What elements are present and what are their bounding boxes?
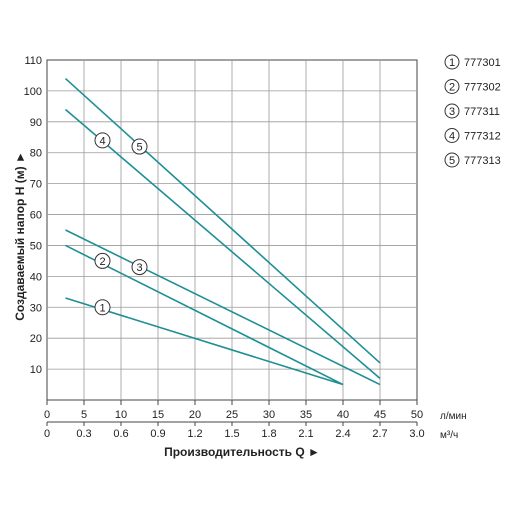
x-tick-label: 45: [374, 409, 386, 421]
series-line-777311: [65, 229, 381, 386]
y-tick-label: 10: [30, 364, 42, 376]
y-tick-label: 80: [30, 148, 42, 160]
x-tick-label: 25: [226, 409, 238, 421]
y-axis-label: Создаваемый напор H (м) ►: [13, 151, 27, 321]
legend-marker-number: 5: [449, 155, 455, 167]
y-tick-label: 40: [30, 271, 42, 283]
y-tick-label: 20: [30, 333, 42, 345]
legend-marker-number: 1: [449, 57, 455, 69]
y-tick-label: 70: [30, 179, 42, 191]
series-marker-label: 2: [99, 256, 105, 268]
x-tick-label: 40: [337, 409, 349, 421]
legend-entry-label: 777313: [464, 155, 501, 167]
axes: 0050.3100.6150.9201.2251.5301.8352.1402.…: [24, 55, 425, 440]
series-line-777302: [65, 244, 344, 386]
legend-marker-number: 3: [449, 106, 455, 118]
series-marker-circle: [94, 252, 111, 269]
series-marker-circle: [94, 299, 111, 316]
y-tick-label: 100: [24, 86, 42, 98]
legend-entry-label: 777302: [464, 82, 501, 94]
y-tick-label: 110: [24, 55, 42, 67]
legend-marker-number: 4: [449, 131, 455, 143]
series: 1 2 3 4 5: [64, 77, 381, 386]
series-marker-circle: [131, 259, 148, 276]
series-marker-label: 3: [136, 262, 142, 274]
x2-tick-label: 0.6: [113, 428, 128, 440]
y-tick-label: 90: [30, 117, 42, 129]
x-axis-label: Производительность Q ►: [164, 445, 320, 459]
x2-tick-label: 2.1: [298, 428, 313, 440]
x2-tick-label: 0.3: [76, 428, 91, 440]
y-tick-label: 30: [30, 302, 42, 314]
x2-tick-label: 1.8: [261, 428, 276, 440]
x-unit-secondary: м³/ч: [440, 430, 458, 441]
series-marker-circle: [131, 138, 148, 155]
legend-marker: [444, 54, 460, 70]
legend-entry-label: 777311: [464, 106, 500, 118]
legend: 1 777301 2 777302 3 777311 4 777312 5 777313: [444, 54, 501, 168]
legend-entry-label: 777312: [464, 131, 501, 143]
x2-tick-label: 1.5: [224, 428, 239, 440]
x-tick-label: 35: [300, 409, 312, 421]
series-line-777301: [65, 297, 344, 386]
legend-marker: [444, 128, 460, 143]
legend-marker: [444, 79, 460, 94]
x-tick-label: 20: [189, 409, 201, 421]
y-tick-label: 60: [30, 210, 42, 222]
x2-tick-label: 2.4: [335, 428, 350, 440]
series-marker-label: 1: [99, 302, 105, 314]
x-tick-label: 10: [115, 409, 127, 421]
legend-marker: [444, 103, 460, 119]
x2-tick-label: 1.2: [187, 428, 202, 440]
x2-tick-label: 2.7: [372, 428, 387, 440]
x2-tick-label: 0: [44, 428, 50, 440]
y-tick-label: 50: [30, 240, 42, 252]
legend-marker-number: 2: [449, 82, 455, 94]
x-tick-label: 50: [411, 409, 423, 421]
series-line-777313: [64, 77, 381, 364]
x-unit-primary: л/мин: [440, 411, 467, 422]
legend-marker: [444, 152, 460, 168]
x-tick-label: 15: [152, 409, 164, 421]
series-marker-label: 5: [136, 142, 142, 154]
series-marker-circle: [94, 132, 111, 149]
series-line-777312: [64, 108, 381, 379]
x2-tick-label: 3.0: [409, 428, 424, 440]
series-marker-label: 4: [99, 135, 105, 147]
x-tick-label: 30: [263, 409, 275, 421]
x-tick-label: 5: [81, 409, 87, 421]
x2-tick-label: 0.9: [150, 428, 165, 440]
x-tick-label: 0: [44, 409, 50, 421]
legend-entry-label: 777301: [464, 57, 501, 69]
